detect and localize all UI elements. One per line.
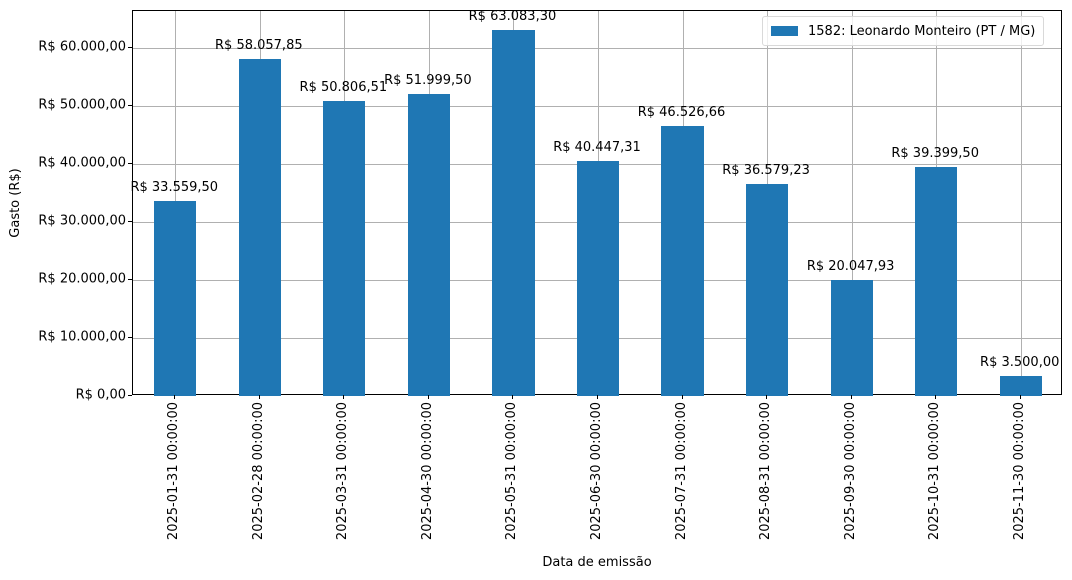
- x-tick-label: 2025-07-31 00:00:00: [673, 402, 689, 541]
- bar: [999, 375, 1042, 396]
- y-tick-mark: [128, 278, 132, 280]
- y-tick-label: R$ 40.000,00: [38, 155, 126, 171]
- x-axis-label: Data de emissão: [542, 555, 652, 570]
- x-tick-mark: [343, 395, 345, 399]
- x-tick-label: 2025-05-31 00:00:00: [504, 402, 520, 541]
- grid-line-vertical: [1020, 11, 1022, 394]
- bar: [915, 167, 958, 396]
- x-tick-label: 2025-06-30 00:00:00: [589, 402, 604, 541]
- bar: [492, 29, 535, 396]
- y-tick-mark: [128, 336, 132, 338]
- x-tick-mark: [1019, 395, 1021, 399]
- bar-value-label: R$ 58.057,85: [215, 37, 303, 53]
- bar-value-label: R$ 63.083,30: [468, 8, 557, 24]
- bar: [576, 161, 620, 396]
- bar: [661, 125, 704, 396]
- x-tick-mark: [174, 395, 176, 399]
- bar-value-label: R$ 36.579,23: [722, 162, 810, 178]
- bar: [830, 279, 873, 396]
- x-tick-label: 2025-11-30 00:00:00: [1011, 402, 1027, 541]
- grid-line-horizontal: [133, 105, 1061, 107]
- bar-value-label: R$ 20.047,93: [806, 258, 895, 274]
- x-tick-mark: [258, 395, 260, 399]
- x-tick-mark: [427, 395, 429, 399]
- x-tick-mark: [850, 395, 852, 399]
- bar: [745, 183, 789, 396]
- bar: [154, 201, 197, 396]
- bar-value-label: R$ 46.526,66: [637, 104, 726, 120]
- x-tick-label: 2025-01-31 00:00:00: [166, 402, 182, 541]
- plot-area: [132, 10, 1062, 396]
- legend: 1582: Leonardo Monteiro (PT / MG): [762, 16, 1045, 46]
- bar-value-label: R$ 3.500,00: [980, 354, 1060, 370]
- y-tick-mark: [128, 46, 132, 48]
- bar-value-label: R$ 40.447,31: [553, 140, 641, 156]
- x-tick-mark: [681, 395, 683, 399]
- y-tick-mark: [128, 220, 132, 222]
- bar: [407, 94, 451, 396]
- bar-value-label: R$ 33.559,50: [130, 180, 219, 196]
- x-tick-mark: [766, 395, 768, 399]
- x-tick-label: 2025-09-30 00:00:00: [842, 402, 858, 541]
- y-tick-label: R$ 10.000,00: [38, 329, 126, 345]
- y-tick-label: R$ 50.000,00: [38, 97, 126, 113]
- bar-value-label: R$ 50.806,51: [299, 79, 388, 95]
- bar-value-label: R$ 39.399,50: [891, 146, 979, 162]
- y-tick-mark: [128, 395, 132, 396]
- x-tick-mark: [935, 395, 937, 399]
- grid-line-vertical: [851, 11, 853, 394]
- x-tick-label: 2025-10-31 00:00:00: [927, 402, 943, 541]
- y-axis-label: Gasto (R$): [8, 168, 23, 238]
- x-tick-label: 2025-04-30 00:00:00: [419, 402, 435, 541]
- y-tick-mark: [128, 162, 132, 164]
- legend-swatch: [771, 26, 798, 36]
- bar: [238, 58, 281, 396]
- y-tick-label: R$ 20.000,00: [38, 271, 126, 287]
- bar: [323, 100, 366, 396]
- x-tick-mark: [597, 395, 598, 399]
- x-tick-label: 2025-03-31 00:00:00: [335, 402, 351, 541]
- legend-label: 1582: Leonardo Monteiro (PT / MG): [808, 23, 1036, 39]
- bar-value-label: R$ 51.999,50: [384, 73, 472, 89]
- x-tick-label: 2025-08-31 00:00:00: [758, 402, 774, 541]
- y-tick-label: R$ 30.000,00: [38, 213, 126, 229]
- grid-line-horizontal: [133, 47, 1061, 49]
- x-tick-mark: [512, 395, 514, 399]
- y-tick-mark: [128, 104, 132, 106]
- x-tick-label: 2025-02-28 00:00:00: [250, 402, 266, 541]
- y-tick-label: R$ 60.000,00: [38, 39, 126, 55]
- y-tick-label: R$ 0,00: [75, 387, 126, 403]
